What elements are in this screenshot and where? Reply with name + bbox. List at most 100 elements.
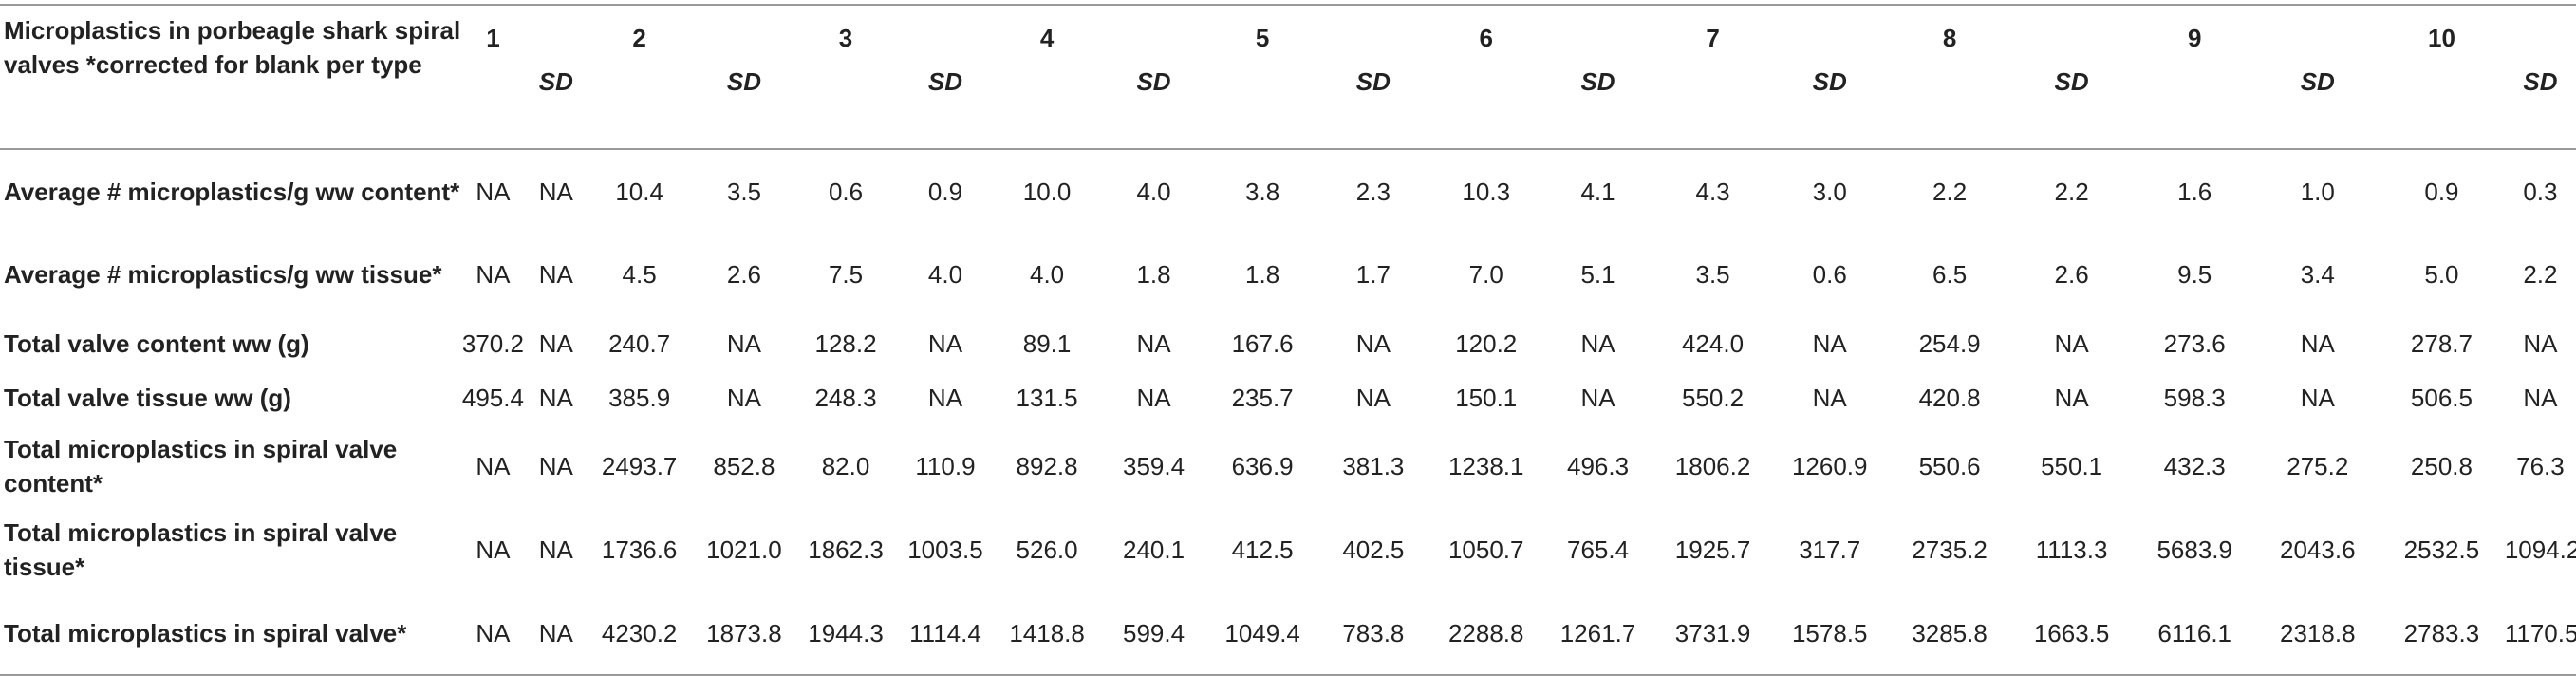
row-label: Average # microplastics/g ww content*: [4, 177, 460, 206]
table-cell: 495.4: [461, 383, 524, 412]
row-label: Total microplastics in spiral valve*: [0, 592, 462, 676]
header-row: Microplastics in porbeagle shark spiral …: [0, 4, 2576, 150]
table-cell: 1944.3: [796, 592, 895, 676]
table-cell: 1260.9: [1791, 452, 1868, 480]
table-cell: NA: [1580, 329, 1615, 358]
table-cell: 1170.5: [2504, 592, 2576, 676]
table-cell: NA: [461, 592, 525, 676]
row-label: Total valve tissue ww (g): [4, 383, 291, 412]
table-cell: 1050.7: [1447, 535, 1524, 564]
sd-column-header: SD: [1540, 4, 1655, 150]
table-cell: 167.6: [1231, 329, 1294, 358]
table-cell: 76.3: [2516, 452, 2565, 480]
table-cell: NA: [927, 383, 963, 412]
table-cell: 1736.6: [601, 535, 678, 564]
table-cell: 1578.5: [1770, 592, 1889, 676]
table-cell: 2.6: [726, 260, 762, 289]
sd-column-header: SD: [524, 4, 588, 150]
table-cell: NA: [524, 592, 588, 676]
table-cell: NA: [1812, 383, 1847, 412]
table-cell: 3.4: [2300, 260, 2335, 289]
table-cell: 550.2: [1682, 383, 1745, 412]
table-cell: 2735.2: [1912, 535, 1988, 564]
table-cell: NA: [2300, 383, 2335, 412]
table-cell: 2532.5: [2403, 535, 2480, 564]
table-cell: 1806.2: [1674, 452, 1751, 480]
table-cell: 128.2: [814, 329, 877, 358]
row-label: Average # microplastics/g ww tissue*: [4, 260, 442, 289]
table-cell: 4.5: [622, 260, 657, 289]
table-cell: 2.2: [2523, 260, 2558, 289]
table-cell: 370.2: [461, 329, 524, 358]
table-cell: 250.8: [2410, 452, 2473, 480]
microplastics-table: Microplastics in porbeagle shark spiral …: [0, 4, 2576, 676]
table-cell: 0.6: [828, 177, 864, 206]
header-label: Microplastics in porbeagle shark spiral …: [0, 4, 462, 150]
sd-column-header: SD: [1097, 4, 1210, 150]
table-cell: 599.4: [1097, 592, 1210, 676]
table-cell: NA: [476, 535, 511, 564]
table-cell: 4.1: [1580, 177, 1615, 206]
table-cell: 275.2: [2287, 452, 2349, 480]
table-cell: NA: [2300, 329, 2335, 358]
table-cell: 783.8: [1315, 592, 1431, 676]
table-cell: NA: [476, 260, 511, 289]
table-row: Total valve content ww (g) 370.2 NA 240.7 NA…: [0, 316, 2576, 370]
table-cell: 4230.2: [588, 592, 692, 676]
table-cell: 1003.5: [907, 535, 983, 564]
table-cell: NA: [476, 452, 511, 480]
table-cell: 1113.3: [2035, 535, 2108, 564]
table-cell: NA: [1812, 329, 1847, 358]
table-cell: 131.5: [1016, 383, 1078, 412]
table-cell: 892.8: [1016, 452, 1078, 480]
table-cell: 1873.8: [691, 592, 797, 676]
table-cell: 240.7: [608, 329, 671, 358]
table-row: Average # microplastics/g ww content* NA N…: [0, 149, 2576, 233]
table-cell: 3.0: [1812, 177, 1847, 206]
table-row: Total microplastics in spiral valve* NA NA…: [0, 592, 2576, 676]
table-cell: 1261.7: [1540, 592, 1655, 676]
table-cell: NA: [538, 452, 573, 480]
table-cell: 2.3: [1355, 177, 1391, 206]
table-cell: 89.1: [1022, 329, 1072, 358]
column-header: 10: [2379, 4, 2505, 150]
table-cell: NA: [1136, 383, 1171, 412]
column-header: 7: [1654, 4, 1771, 150]
table-cell: NA: [538, 177, 573, 206]
row-label: Total valve content ww (g): [4, 329, 309, 358]
table-cell: 420.8: [1918, 383, 1981, 412]
table-cell: 2.2: [2054, 177, 2089, 206]
table-cell: 2783.3: [2379, 592, 2505, 676]
table-cell: NA: [538, 535, 573, 564]
table-cell: NA: [1580, 383, 1615, 412]
table-cell: NA: [927, 329, 963, 358]
table-cell: 10.4: [615, 177, 663, 206]
table-cell: NA: [726, 329, 761, 358]
table-cell: 4.3: [1695, 177, 1730, 206]
table-cell: 2318.8: [2256, 592, 2380, 676]
table-cell: 1418.8: [996, 592, 1098, 676]
table-cell: 235.7: [1231, 383, 1294, 412]
sd-column-header: SD: [691, 4, 797, 150]
table-cell: 3.8: [1245, 177, 1280, 206]
table-cell: 1.7: [1355, 260, 1391, 289]
table-cell: 248.3: [814, 383, 877, 412]
column-header: 3: [796, 4, 895, 150]
table-cell: 550.1: [2041, 452, 2103, 480]
sd-column-header: SD: [894, 4, 997, 150]
table-cell: NA: [538, 329, 573, 358]
table-cell: NA: [2054, 329, 2089, 358]
table-cell: 506.5: [2410, 383, 2473, 412]
table-cell: 1.0: [2300, 177, 2335, 206]
table-cell: 598.3: [2163, 383, 2226, 412]
table-cell: 10.3: [1462, 177, 1511, 206]
table-body: Average # microplastics/g ww content* NA N…: [0, 149, 2576, 676]
table-cell: 3731.9: [1654, 592, 1771, 676]
table-cell: 10.0: [1022, 177, 1072, 206]
column-header: 8: [1888, 4, 2011, 150]
table-cell: 1663.5: [2010, 592, 2133, 676]
table-row: Total valve tissue ww (g) 495.4 NA 385.9 NA 2…: [0, 370, 2576, 424]
table-cell: 6.5: [1932, 260, 1968, 289]
table-cell: 9.5: [2177, 260, 2212, 289]
